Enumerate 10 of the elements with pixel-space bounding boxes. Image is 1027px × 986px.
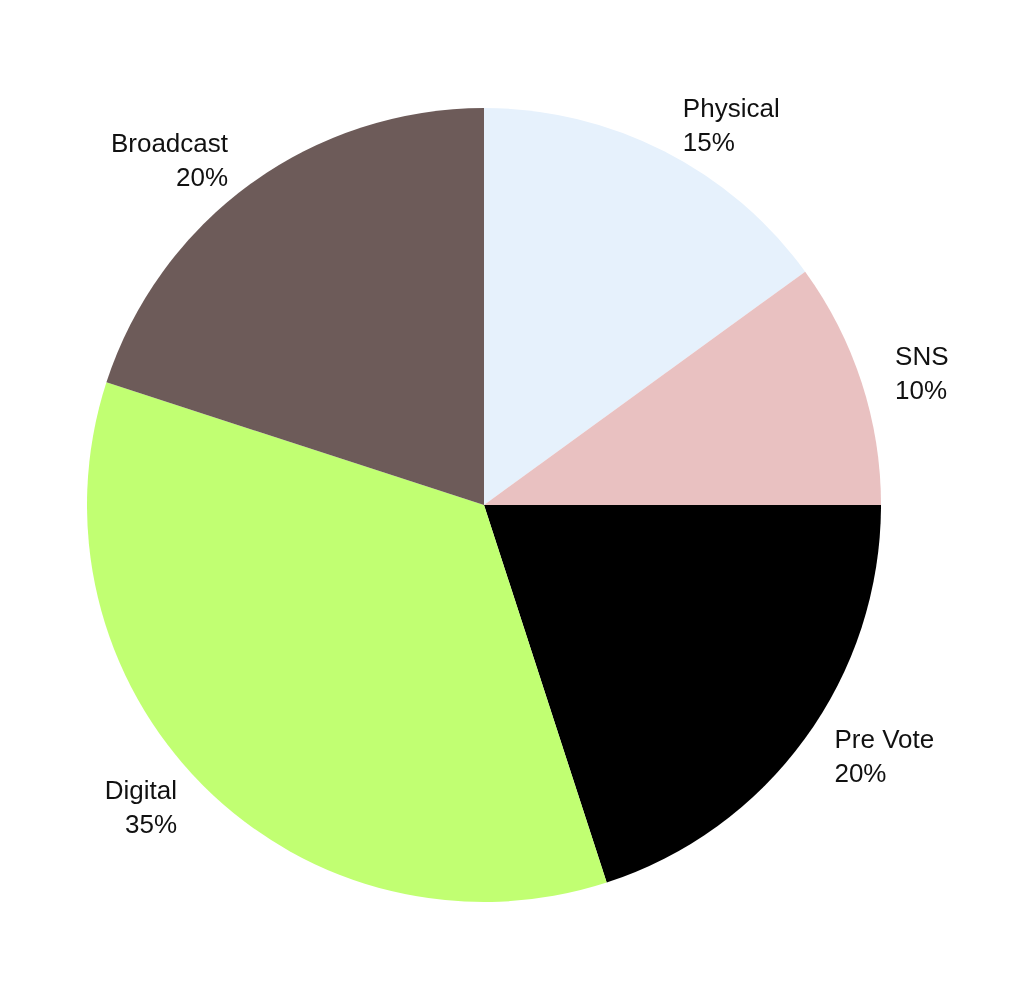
slice-label: Digital (104, 774, 178, 805)
slice-label: SNS (895, 341, 949, 372)
data-label: 35% (125, 808, 178, 839)
data-label: 15% (682, 126, 735, 157)
slice-label: Broadcast (110, 127, 229, 158)
data-label: 10% (895, 375, 948, 406)
data-label: 20% (834, 757, 887, 788)
data-label: 20% (175, 161, 229, 192)
slice-label: Physical (682, 92, 780, 123)
slice-label: Pre Vote (834, 723, 935, 754)
